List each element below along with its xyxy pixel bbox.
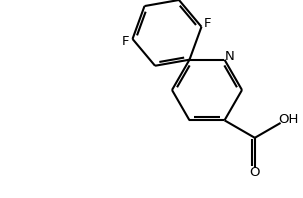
Text: F: F: [204, 17, 211, 30]
Text: N: N: [225, 50, 235, 63]
Text: F: F: [122, 35, 129, 49]
Text: O: O: [250, 166, 260, 179]
Text: OH: OH: [278, 113, 299, 127]
